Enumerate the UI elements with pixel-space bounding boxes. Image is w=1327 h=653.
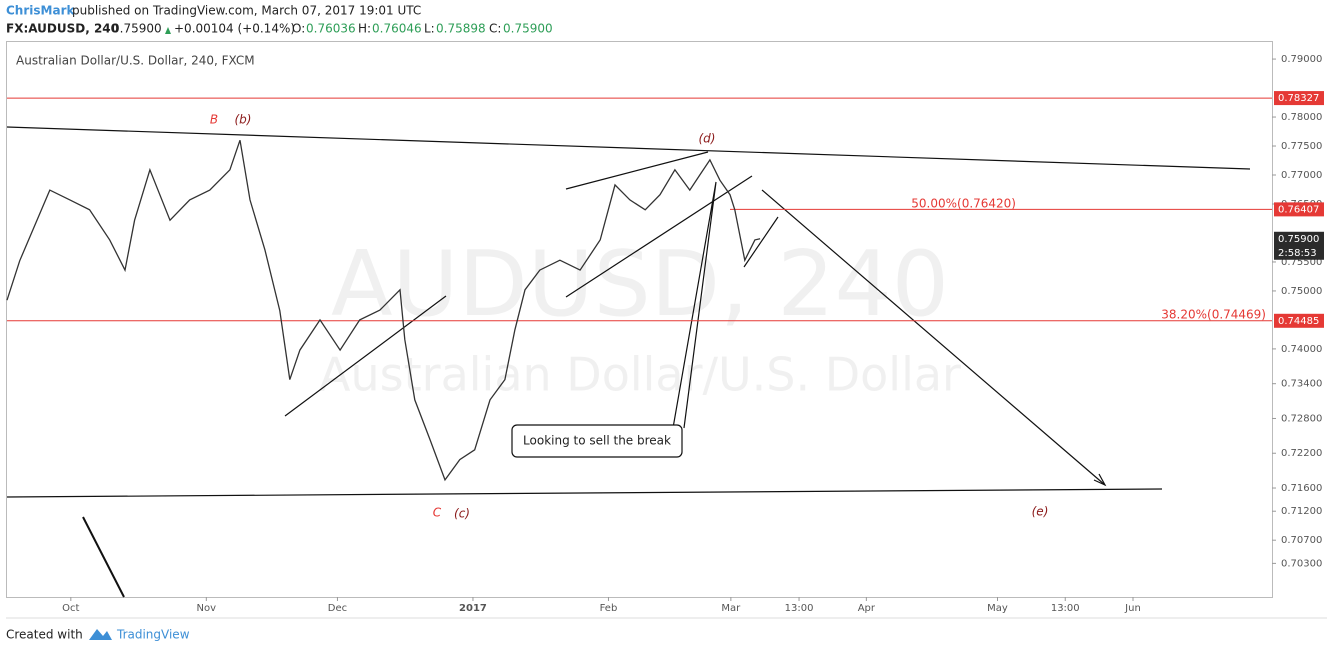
change: +0.00104 (+0.14%) (174, 22, 295, 36)
callout: Looking to sell the break (523, 434, 671, 448)
last-price-label: 0.75900 (1278, 234, 1319, 245)
chart-title: Australian Dollar/U.S. Dollar, 240, FXCM (16, 54, 255, 68)
wave-label: (b) (235, 113, 252, 127)
y-tick-label: 0.71200 (1281, 506, 1322, 517)
x-tick-label: 13:00 (785, 603, 814, 614)
fib-label: 38.20%(0.74469) (1161, 308, 1266, 322)
high-label: H: (358, 22, 371, 36)
fib-label: 50.00%(0.76420) (911, 197, 1016, 211)
open-label: O: (292, 22, 305, 36)
low-label: L: (424, 22, 435, 36)
x-tick-label: Nov (197, 603, 217, 614)
y-tick-label: 0.70300 (1281, 558, 1322, 569)
x-tick-label: Jun (1124, 603, 1141, 614)
y-tick-label: 0.77500 (1281, 141, 1322, 152)
x-tick-label: Oct (62, 603, 79, 614)
watermark: Australian Dollar/U.S. Dollar (319, 348, 961, 402)
up-icon (165, 27, 171, 34)
y-tick-label: 0.70700 (1281, 535, 1322, 546)
footer-text: Created with (6, 628, 83, 642)
level-label: 0.78327 (1278, 93, 1319, 104)
wave-label: (c) (454, 507, 470, 521)
x-tick-label: Apr (858, 603, 876, 614)
y-tick-label: 0.75500 (1281, 257, 1322, 268)
low: 0.75898 (436, 22, 486, 36)
x-tick-label: Feb (600, 603, 618, 614)
y-tick-label: 0.74000 (1281, 344, 1322, 355)
published: published on TradingView.com, March 07, … (72, 4, 421, 18)
wave-label: (e) (1032, 505, 1049, 519)
y-tick-label: 0.79000 (1281, 54, 1322, 65)
symbol: FX:AUDUSD, 240 (6, 22, 119, 36)
y-tick-label: 0.72800 (1281, 413, 1322, 424)
close: 0.75900 (503, 22, 553, 36)
x-tick-label: May (987, 603, 1008, 614)
y-tick-label: 0.78000 (1281, 112, 1322, 123)
x-tick-label: Dec (328, 603, 347, 614)
last-price-tag (1274, 231, 1324, 260)
x-tick-label: 2017 (459, 603, 487, 614)
x-tick-label: 13:00 (1051, 603, 1080, 614)
author[interactable]: ChrisMark (6, 4, 75, 18)
y-tick-label: 0.75000 (1281, 286, 1322, 297)
wave-label: C (433, 506, 442, 520)
plot-frame (6, 41, 1273, 598)
level-label: 0.74485 (1278, 316, 1319, 327)
high: 0.76046 (372, 22, 422, 36)
wave-label: (d) (699, 132, 716, 146)
level-tag (1274, 313, 1324, 328)
close-label: C: (489, 22, 501, 36)
y-tick-label: 0.73400 (1281, 379, 1322, 390)
level-tag (1274, 202, 1324, 217)
price-line (6, 139, 761, 482)
level-tag (1274, 91, 1324, 106)
open: 0.76036 (306, 22, 356, 36)
brand[interactable]: TradingView (116, 628, 190, 642)
drawings (6, 126, 1251, 598)
y-tick-label: 0.77000 (1281, 170, 1322, 181)
y-tick-label: 0.72200 (1281, 448, 1322, 459)
wave-label: B (210, 113, 218, 127)
brand-logo (89, 629, 112, 640)
timer: 2:58:53 (1278, 248, 1317, 259)
x-tick-label: Mar (721, 603, 741, 614)
last: 0.75900 (112, 22, 162, 36)
level-label: 0.76407 (1278, 204, 1319, 215)
y-tick-label: 0.71600 (1281, 483, 1322, 494)
